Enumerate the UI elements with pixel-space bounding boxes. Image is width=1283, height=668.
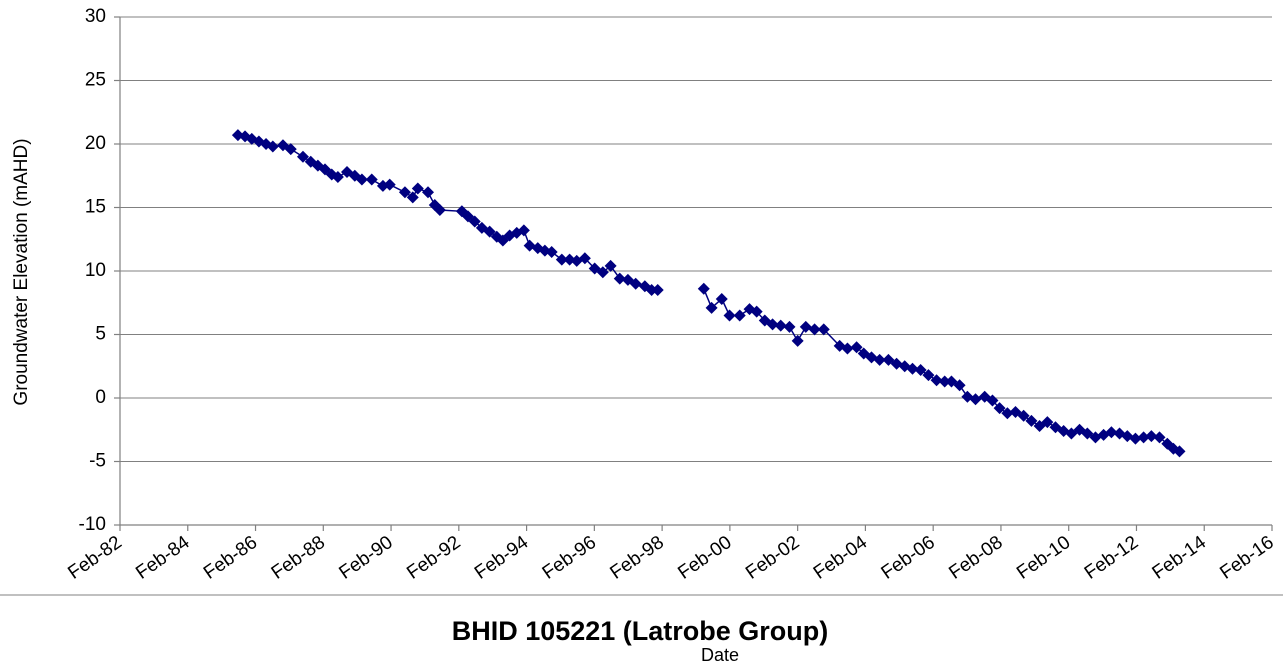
data-point [645,284,658,297]
y-tick-label: 20 [85,133,106,154]
y-tick-label: 15 [85,197,106,218]
x-tick-label: Feb-08 [945,532,1006,584]
y-tick-label: -10 [79,514,106,535]
data-point [613,272,626,285]
y-tick-label: 10 [85,260,106,281]
data-point [245,132,258,145]
data-point [841,342,854,355]
data-point [604,259,617,272]
data-point [1153,431,1166,444]
data-point [578,252,591,265]
data-point [783,320,796,333]
data-point [969,393,982,406]
y-axis-label: Groundwater Elevation (mAHD) [11,138,32,405]
x-tick-label: Feb-84 [132,532,194,584]
data-point [1105,426,1118,439]
x-tick-label: Feb-02 [742,532,803,584]
x-tick-label: Feb-04 [810,532,872,584]
data-point [993,402,1006,415]
x-tick-label: Feb-06 [878,532,939,584]
data-point [705,301,718,314]
data-point [986,394,999,407]
data-point [398,186,411,199]
data-point [284,143,297,156]
data-point [791,334,804,347]
data-point [873,353,886,366]
data-point [774,319,787,332]
x-tick-label: Feb-96 [539,532,600,584]
data-point [723,309,736,322]
chart-title: BHID 105221 (Latrobe Group) [452,616,829,646]
data-point [906,362,919,375]
data-point [355,173,368,186]
x-tick-label: Feb-82 [64,532,125,584]
x-tick-label: Feb-86 [200,532,261,584]
y-tick-label: 25 [85,70,106,91]
data-point [715,292,728,305]
x-tick-label: Feb-98 [607,532,668,584]
data-point [629,277,642,290]
x-tick-label: Feb-10 [1013,532,1074,584]
y-tick-label: 5 [95,324,106,345]
x-tick-label: Feb-88 [268,532,329,584]
data-point [433,204,446,217]
data-point [1145,430,1158,443]
data-point [750,305,763,318]
data-point [596,266,609,279]
data-point [922,369,935,382]
data-point [1025,414,1038,427]
data-point [697,282,710,295]
x-tick-label: Feb-92 [403,532,464,584]
data-line [237,134,1180,452]
data-point [555,253,568,266]
x-tick-label: Feb-94 [471,532,533,584]
data-point [296,150,309,163]
data-point [1041,416,1054,429]
data-point [930,374,943,387]
y-tick-label: -5 [89,451,106,472]
data-point [517,224,530,237]
data-point [808,323,821,336]
data-point [1129,432,1142,445]
data-point [914,364,927,377]
data-point [411,182,424,195]
data-point [468,215,481,228]
y-tick-label: 0 [95,387,106,408]
data-point [953,379,966,392]
x-axis-label: Date [701,645,739,665]
x-tick-label: Feb-90 [335,532,396,584]
x-tick-label: Feb-14 [1149,532,1211,584]
data-point [483,225,496,238]
data-point [421,186,434,199]
data-point [1137,431,1150,444]
data-point [406,191,419,204]
data-point [938,375,951,388]
data-point [817,323,830,336]
y-tick-label: 30 [85,6,106,27]
data-point [1173,445,1186,458]
data-point [365,173,378,186]
x-tick-label: Feb-16 [1216,532,1277,584]
data-point [850,341,863,354]
data-point [651,284,664,297]
data-point [799,320,812,333]
data-point [766,318,779,331]
data-point [266,140,279,153]
data-point [331,171,344,184]
x-tick-label: Feb-12 [1081,532,1142,584]
data-point [383,178,396,191]
data-point [1001,407,1014,420]
data-point [733,309,746,322]
data-point [1017,409,1030,422]
x-tick-label: Feb-00 [674,532,735,584]
data-point [545,245,558,258]
